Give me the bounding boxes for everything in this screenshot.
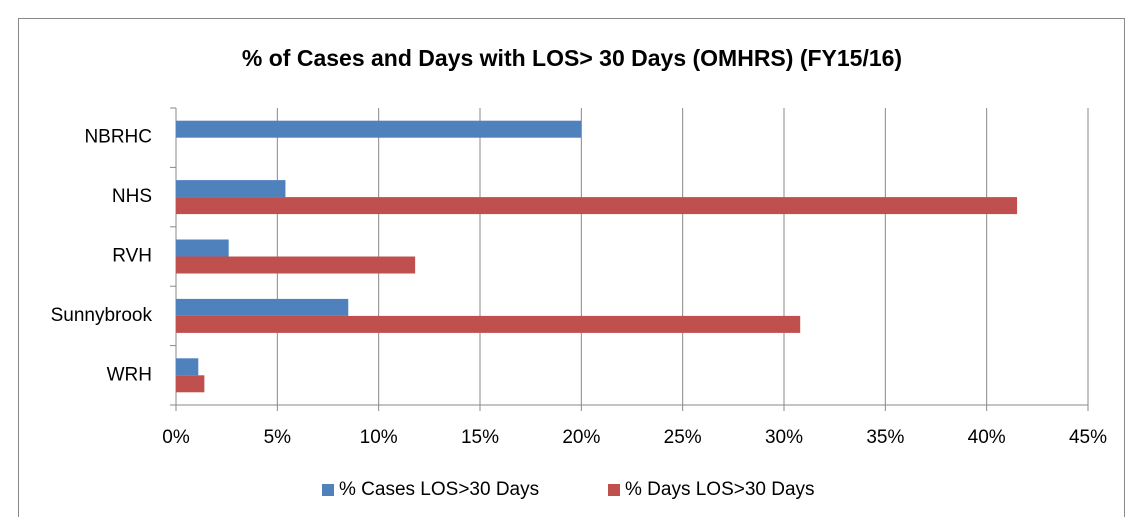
y-tick-label: NBRHC <box>84 127 152 148</box>
x-tick-label: 20% <box>562 427 600 448</box>
bar <box>176 180 286 198</box>
x-tick-label: 40% <box>968 427 1006 448</box>
x-tick-label: 15% <box>461 427 499 448</box>
x-tick-label: 35% <box>866 427 904 448</box>
bar <box>176 120 582 138</box>
bar <box>176 197 1018 215</box>
y-tick-label: WRH <box>107 364 152 385</box>
x-tick-label: 25% <box>664 427 702 448</box>
bar <box>176 256 416 274</box>
legend-swatch <box>608 484 620 496</box>
bar <box>176 358 199 376</box>
bar <box>176 298 349 316</box>
chart-title: % of Cases and Days with LOS> 30 Days (O… <box>242 45 902 71</box>
y-tick-label: Sunnybrook <box>51 305 153 326</box>
bar <box>176 375 205 393</box>
y-tick-label: RVH <box>112 246 152 267</box>
x-tick-label: 30% <box>765 427 803 448</box>
legend-swatch <box>322 484 334 496</box>
x-tick-label: 0% <box>162 427 190 448</box>
legend-label: % Cases LOS>30 Days <box>339 479 539 500</box>
bar <box>176 315 801 333</box>
legend-label: % Days LOS>30 Days <box>625 479 815 500</box>
bar <box>176 239 229 257</box>
y-tick-label: NHS <box>112 186 152 207</box>
x-tick-label: 45% <box>1069 427 1107 448</box>
x-tick-label: 10% <box>360 427 398 448</box>
x-tick-label: 5% <box>264 427 292 448</box>
